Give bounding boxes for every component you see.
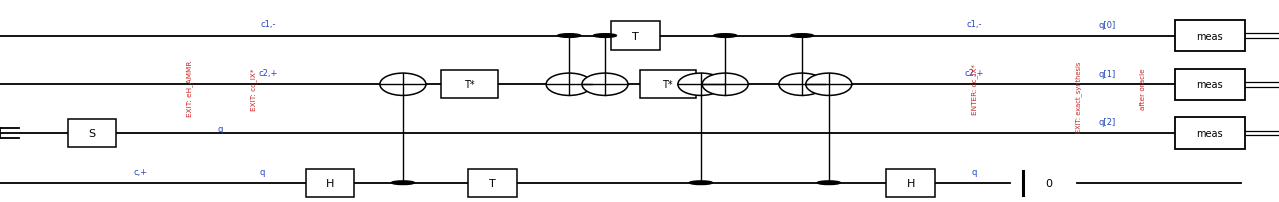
Ellipse shape (702, 74, 748, 96)
Text: q[1]: q[1] (1099, 69, 1117, 78)
Text: EXIT: exact_synthesis: EXIT: exact_synthesis (1074, 61, 1082, 133)
Text: EXIT: eH_AMMR: EXIT: eH_AMMR (185, 61, 193, 117)
Text: q[0]: q[0] (1099, 21, 1117, 30)
Circle shape (689, 181, 712, 185)
FancyBboxPatch shape (1175, 118, 1246, 149)
Ellipse shape (806, 74, 852, 96)
FancyBboxPatch shape (886, 169, 935, 197)
Text: c2,+: c2,+ (258, 68, 279, 77)
Ellipse shape (779, 74, 825, 96)
Text: 0: 0 (1045, 178, 1051, 188)
Ellipse shape (582, 74, 628, 96)
Text: T: T (489, 178, 496, 188)
Text: c1,-: c1,- (967, 20, 982, 29)
FancyBboxPatch shape (468, 169, 517, 197)
FancyBboxPatch shape (640, 71, 696, 99)
Circle shape (391, 181, 414, 185)
Ellipse shape (546, 74, 592, 96)
Text: q: q (972, 167, 977, 176)
FancyBboxPatch shape (306, 169, 354, 197)
Text: S: S (88, 128, 96, 138)
Text: H: H (326, 178, 334, 188)
Text: EXIT: cc_IX*: EXIT: cc_IX* (249, 68, 257, 110)
Circle shape (714, 35, 737, 38)
Circle shape (790, 35, 813, 38)
Circle shape (593, 35, 616, 38)
Text: q[2]: q[2] (1099, 118, 1117, 127)
Text: after oracle: after oracle (1141, 68, 1146, 110)
Text: T*: T* (663, 80, 673, 90)
FancyBboxPatch shape (68, 119, 116, 147)
Text: T*: T* (464, 80, 475, 90)
Text: ENTER: cc_IX*: ENTER: cc_IX* (971, 63, 978, 114)
Text: c1,-: c1,- (261, 20, 276, 29)
FancyBboxPatch shape (1175, 69, 1246, 101)
Text: meas: meas (1197, 128, 1223, 138)
Text: q: q (217, 125, 223, 134)
Circle shape (817, 181, 840, 185)
Text: c,+: c,+ (133, 167, 148, 176)
Text: meas: meas (1197, 31, 1223, 41)
Text: c2,+: c2,+ (964, 68, 985, 77)
Circle shape (558, 35, 581, 38)
Text: q: q (260, 167, 265, 176)
Ellipse shape (678, 74, 724, 96)
FancyBboxPatch shape (611, 22, 660, 50)
Ellipse shape (380, 74, 426, 96)
FancyBboxPatch shape (1175, 21, 1246, 52)
Text: H: H (907, 178, 914, 188)
Text: meas: meas (1197, 80, 1223, 90)
Text: T: T (632, 31, 640, 41)
FancyBboxPatch shape (441, 71, 498, 99)
